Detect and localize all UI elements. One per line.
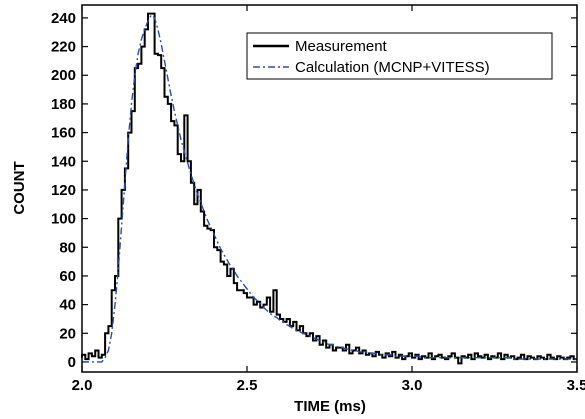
y-tick-label: 180	[51, 96, 76, 113]
y-tick-label: 100	[51, 211, 76, 228]
y-tick-label: 240	[51, 10, 76, 27]
plot-frame	[81, 4, 578, 373]
y-tick-label: 200	[51, 67, 76, 84]
y-tick-label: 60	[59, 268, 76, 285]
y-tick-label: 120	[51, 182, 76, 199]
legend-label: Measurement	[295, 38, 388, 55]
x-tick-label: 2.5	[237, 377, 258, 394]
y-tick-label: 20	[59, 325, 76, 342]
x-axis-label: TIME (ms)	[294, 398, 366, 415]
legend-box	[246, 32, 553, 80]
x-tick-label: 3.5	[567, 377, 585, 394]
x-tick-label: 3.0	[402, 377, 423, 394]
y-tick-label: 40	[59, 297, 76, 314]
y-tick-label: 140	[51, 153, 76, 170]
y-tick-label: 160	[51, 125, 76, 142]
series-line	[82, 13, 577, 363]
y-tick-label: 0	[68, 354, 76, 371]
legend-label: Calculation (MCNP+VITESS)	[295, 59, 490, 76]
x-tick-label: 2.0	[72, 377, 93, 394]
y-tick-label: 220	[51, 39, 76, 56]
y-axis-label: COUNT	[11, 161, 28, 214]
y-tick-label: 80	[59, 239, 76, 256]
